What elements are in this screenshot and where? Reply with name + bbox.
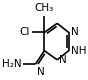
- Text: Cl: Cl: [19, 27, 30, 37]
- Text: N: N: [37, 67, 44, 77]
- Text: CH₃: CH₃: [35, 3, 54, 13]
- Text: N: N: [71, 27, 78, 37]
- Text: N: N: [59, 55, 67, 65]
- Text: NH: NH: [71, 46, 86, 56]
- Text: H₂N: H₂N: [2, 59, 21, 69]
